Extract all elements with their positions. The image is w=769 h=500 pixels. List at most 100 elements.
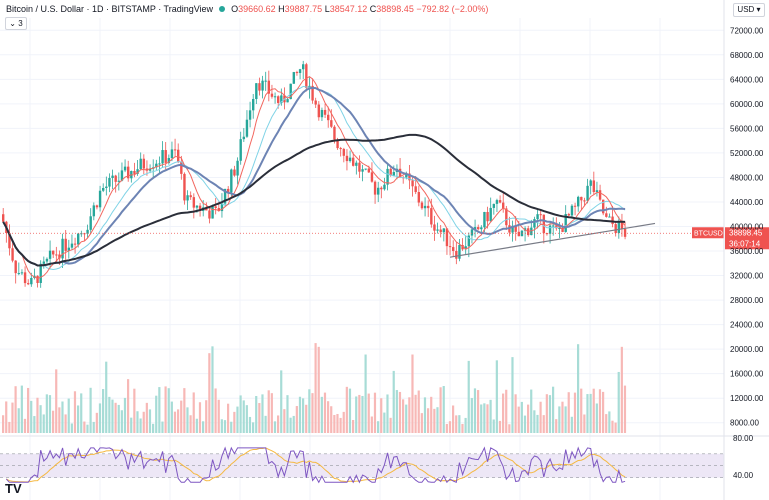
- volume-bar: [255, 396, 258, 433]
- volume-bar: [292, 415, 295, 433]
- candle-body: [123, 166, 127, 171]
- candle-body: [230, 169, 233, 193]
- currency-select[interactable]: USD ▾: [733, 3, 765, 17]
- candle-body: [252, 99, 255, 111]
- candle-body: [27, 283, 30, 285]
- volume-bar: [102, 389, 105, 433]
- volume-bar: [573, 392, 577, 433]
- candle-body: [117, 180, 121, 182]
- volume-bar: [430, 396, 433, 433]
- candle-body: [602, 199, 605, 214]
- candle-body: [302, 64, 305, 70]
- candle-body: [355, 162, 358, 166]
- price-tick-label: 20000.00: [730, 345, 764, 354]
- candle-body: [442, 228, 446, 233]
- ohlc-c-value: 38898.45: [376, 4, 414, 14]
- volume-bar: [61, 401, 64, 433]
- candle-body: [255, 83, 258, 100]
- volume-bar: [539, 401, 542, 433]
- volume-bar: [183, 388, 186, 433]
- candle-body: [11, 248, 14, 261]
- volume-bar: [505, 389, 508, 433]
- volume-bar: [414, 394, 417, 433]
- candle-body: [211, 206, 214, 219]
- candle-body: [573, 205, 577, 207]
- candle-body: [445, 228, 449, 247]
- candle-body: [164, 150, 167, 163]
- candle-body: [14, 260, 17, 274]
- candle-body: [189, 195, 192, 198]
- rsi-pane: 80.00 40.00: [0, 434, 769, 484]
- volume-bar: [545, 394, 548, 433]
- candle-body: [339, 148, 342, 150]
- volume-bar: [305, 404, 308, 433]
- volume-bar: [439, 387, 442, 433]
- volume-bar: [67, 398, 70, 433]
- candle-body: [433, 224, 436, 231]
- indicator-collapse-button[interactable]: ⌄ 3: [5, 17, 27, 30]
- price-tick-label: 44000.00: [730, 198, 764, 207]
- candle-body: [292, 72, 296, 84]
- volume-bar: [45, 394, 48, 433]
- candle-body: [217, 208, 221, 212]
- volume-bar: [477, 390, 480, 433]
- candle-body: [102, 187, 105, 191]
- candle-body: [92, 205, 96, 217]
- candle-body: [577, 196, 580, 207]
- candle-body: [67, 247, 71, 251]
- ohlc-l-label: L: [324, 4, 330, 14]
- volume-bar: [5, 401, 8, 433]
- support-trendline: [449, 222, 656, 258]
- candle-body: [233, 169, 236, 176]
- candle-body: [467, 235, 471, 247]
- volume-bar: [370, 416, 373, 433]
- volume-bar: [348, 388, 352, 433]
- tradingview-logo-icon[interactable]: TV: [5, 481, 22, 496]
- price-tick-label: 64000.00: [730, 75, 764, 84]
- candle-body: [83, 233, 86, 235]
- ma-mid-line: [2, 86, 626, 267]
- volume-bar: [133, 388, 136, 433]
- candle-body: [389, 168, 392, 176]
- candle-body: [311, 85, 314, 101]
- volume-bar: [211, 346, 214, 433]
- volume-bar: [577, 344, 580, 433]
- candle-body: [583, 200, 586, 202]
- volume-bar: [436, 407, 439, 433]
- volume-bar: [145, 402, 148, 433]
- candle-body: [73, 243, 77, 245]
- candle-body: [536, 214, 539, 220]
- volume-bar: [392, 370, 395, 433]
- volume-bar: [595, 403, 598, 433]
- volume-bar: [458, 415, 461, 433]
- price-grid: [0, 18, 724, 500]
- volume-bar: [205, 400, 208, 433]
- candle-body: [417, 192, 421, 203]
- volume-bar: [586, 394, 589, 433]
- volume-bar: [564, 406, 567, 433]
- candle-body: [486, 211, 489, 222]
- volume-bar: [323, 392, 327, 433]
- volume-bar: [186, 407, 189, 433]
- price-tick-label: 36000.00: [730, 247, 764, 256]
- candle-body: [261, 80, 264, 91]
- volume-bar: [80, 393, 83, 433]
- candle-body: [373, 181, 377, 195]
- candle-body: [448, 246, 452, 248]
- moving-averages: [2, 75, 626, 280]
- volume-bar: [433, 408, 436, 433]
- volume-bar: [445, 424, 448, 433]
- candle-body: [608, 216, 611, 218]
- candle-body: [170, 149, 174, 159]
- candle-body: [495, 200, 499, 204]
- candle-body: [177, 149, 180, 162]
- candle-body: [336, 139, 339, 149]
- volume-bar: [592, 388, 595, 433]
- rsi-tick-label: 80.00: [733, 434, 754, 443]
- volume-bar: [280, 370, 283, 433]
- volume-bar: [180, 400, 183, 433]
- candle-body: [323, 109, 327, 115]
- volume-bar: [558, 406, 561, 433]
